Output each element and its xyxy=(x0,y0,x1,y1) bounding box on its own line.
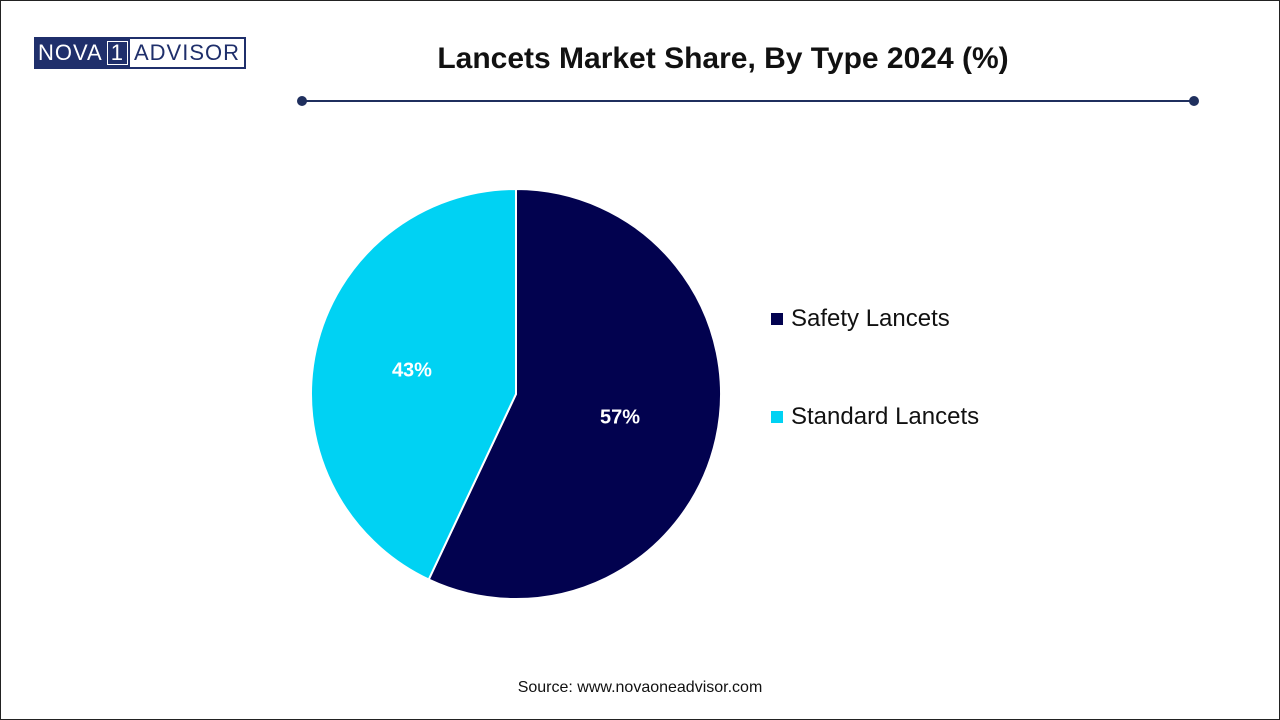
data-label-safety-lancets: 57% xyxy=(600,406,640,428)
pie-slice-standard-lancets xyxy=(310,187,517,581)
legend-swatch xyxy=(771,411,783,423)
pie-slice-safety-lancets xyxy=(427,187,722,600)
legend-label: Safety Lancets xyxy=(791,305,950,332)
legend-item-safety-lancets: Safety Lancets xyxy=(771,305,950,333)
nova-one-advisor-logo: NOVA 1 ADVISOR xyxy=(34,37,246,69)
logo-number: 1 xyxy=(106,41,128,65)
legend-item-standard-lancets: Standard Lancets xyxy=(771,403,979,431)
source-note: Source: www.novaoneadvisor.com xyxy=(517,679,763,696)
logo-right-text: ADVISOR xyxy=(129,37,246,69)
title-underline-right-dot xyxy=(1189,96,1199,106)
data-label-standard-lancets: 43% xyxy=(392,360,432,382)
legend-swatch xyxy=(771,313,783,325)
title-underline xyxy=(302,100,1194,102)
title-underline-left-dot xyxy=(297,96,307,106)
logo-left-text: NOVA xyxy=(34,37,105,69)
legend-label: Standard Lancets xyxy=(791,403,980,430)
chart-title: Lancets Market Share, By Type 2024 (%) xyxy=(437,42,1009,75)
logo-number-box: 1 xyxy=(104,37,130,69)
